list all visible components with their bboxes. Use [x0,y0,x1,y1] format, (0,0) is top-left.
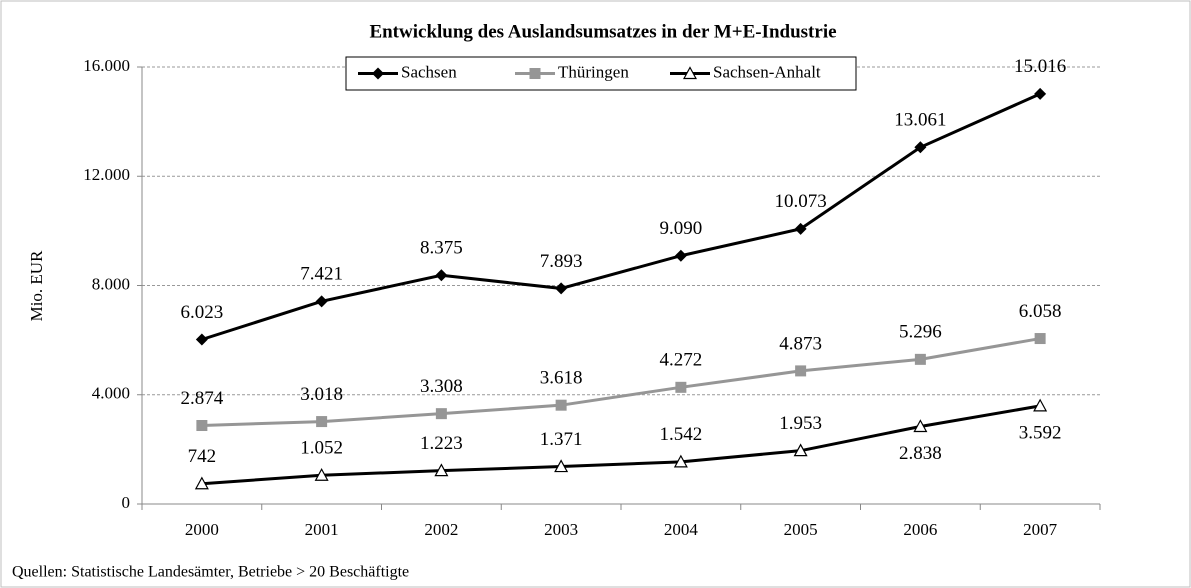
series-line [201,404,1041,486]
y-tick-label: 16.000 [83,56,130,75]
data-point [194,476,209,490]
data-point [434,463,449,477]
y-tick-label: 4.000 [92,384,130,403]
data-label: 3.618 [540,368,583,389]
data-label: 1.052 [300,438,343,459]
data-label: 9.090 [660,218,703,239]
data-label: 7.893 [540,251,583,272]
legend-marker [372,67,384,80]
data-point [555,282,568,295]
data-point [1033,398,1048,412]
data-label: 5.296 [899,322,942,343]
legend-label: Thüringen [558,62,629,81]
data-point [435,408,447,420]
data-label: 3.308 [420,376,463,397]
data-label: 4.873 [779,333,822,354]
data-point [315,295,328,308]
data-point [555,399,567,411]
data-label: 1.371 [540,429,583,450]
y-tick-label: 0 [122,493,131,512]
data-point [435,269,448,282]
data-label: 1.542 [660,424,703,445]
data-label: 2.838 [899,443,942,464]
data-label: 10.073 [775,191,827,212]
data-point [793,443,808,457]
data-point [674,249,687,262]
legend-marker [529,68,541,79]
x-tick-label: 2002 [424,520,458,539]
data-label: 6.058 [1019,301,1062,322]
data-point [673,454,688,468]
data-point [795,365,807,377]
x-tick-label: 2004 [664,520,699,539]
data-point [914,141,927,154]
data-point [794,222,807,235]
legend-box [345,56,857,91]
data-label: 742 [188,446,217,467]
data-point [314,468,329,481]
data-point [675,381,687,393]
chart-title: Entwicklung des Auslandsumsatzes in der … [369,21,836,42]
data-label: 3.018 [300,384,343,405]
y-tick-label: 8.000 [92,274,130,293]
series-line [201,92,1041,341]
series-line [201,337,1041,428]
legend-marker [682,66,698,80]
data-label: 8.375 [420,238,463,259]
data-label: 13.061 [894,110,946,131]
x-tick-label: 2006 [903,520,937,539]
data-label: 1.223 [420,433,463,454]
data-point [316,416,328,428]
data-label: 4.272 [660,350,703,371]
x-tick-label: 2003 [544,520,578,539]
y-axis-label: Mio. EUR [27,250,46,322]
data-label: 6.023 [181,302,224,323]
x-tick-label: 2007 [1023,520,1058,539]
data-label: 3.592 [1019,422,1062,443]
data-point [195,333,208,346]
data-point [1034,87,1047,100]
data-point [913,419,928,433]
source-note: Quellen: Statistische Landesämter, Betri… [12,564,409,581]
x-tick-label: 2000 [185,520,219,539]
data-point [554,459,569,473]
legend-label: Sachsen [401,62,457,81]
data-point [1034,333,1046,345]
data-label: 7.421 [300,264,343,285]
x-tick-label: 2001 [305,520,339,539]
legend-label: Sachsen-Anhalt [713,62,821,81]
data-label: 1.953 [779,413,822,434]
x-tick-label: 2005 [784,520,818,539]
data-label: 15.016 [1014,56,1066,77]
data-point [196,420,208,432]
data-label: 2.874 [181,388,224,409]
y-tick-label: 12.000 [83,165,130,184]
data-point [914,353,926,365]
